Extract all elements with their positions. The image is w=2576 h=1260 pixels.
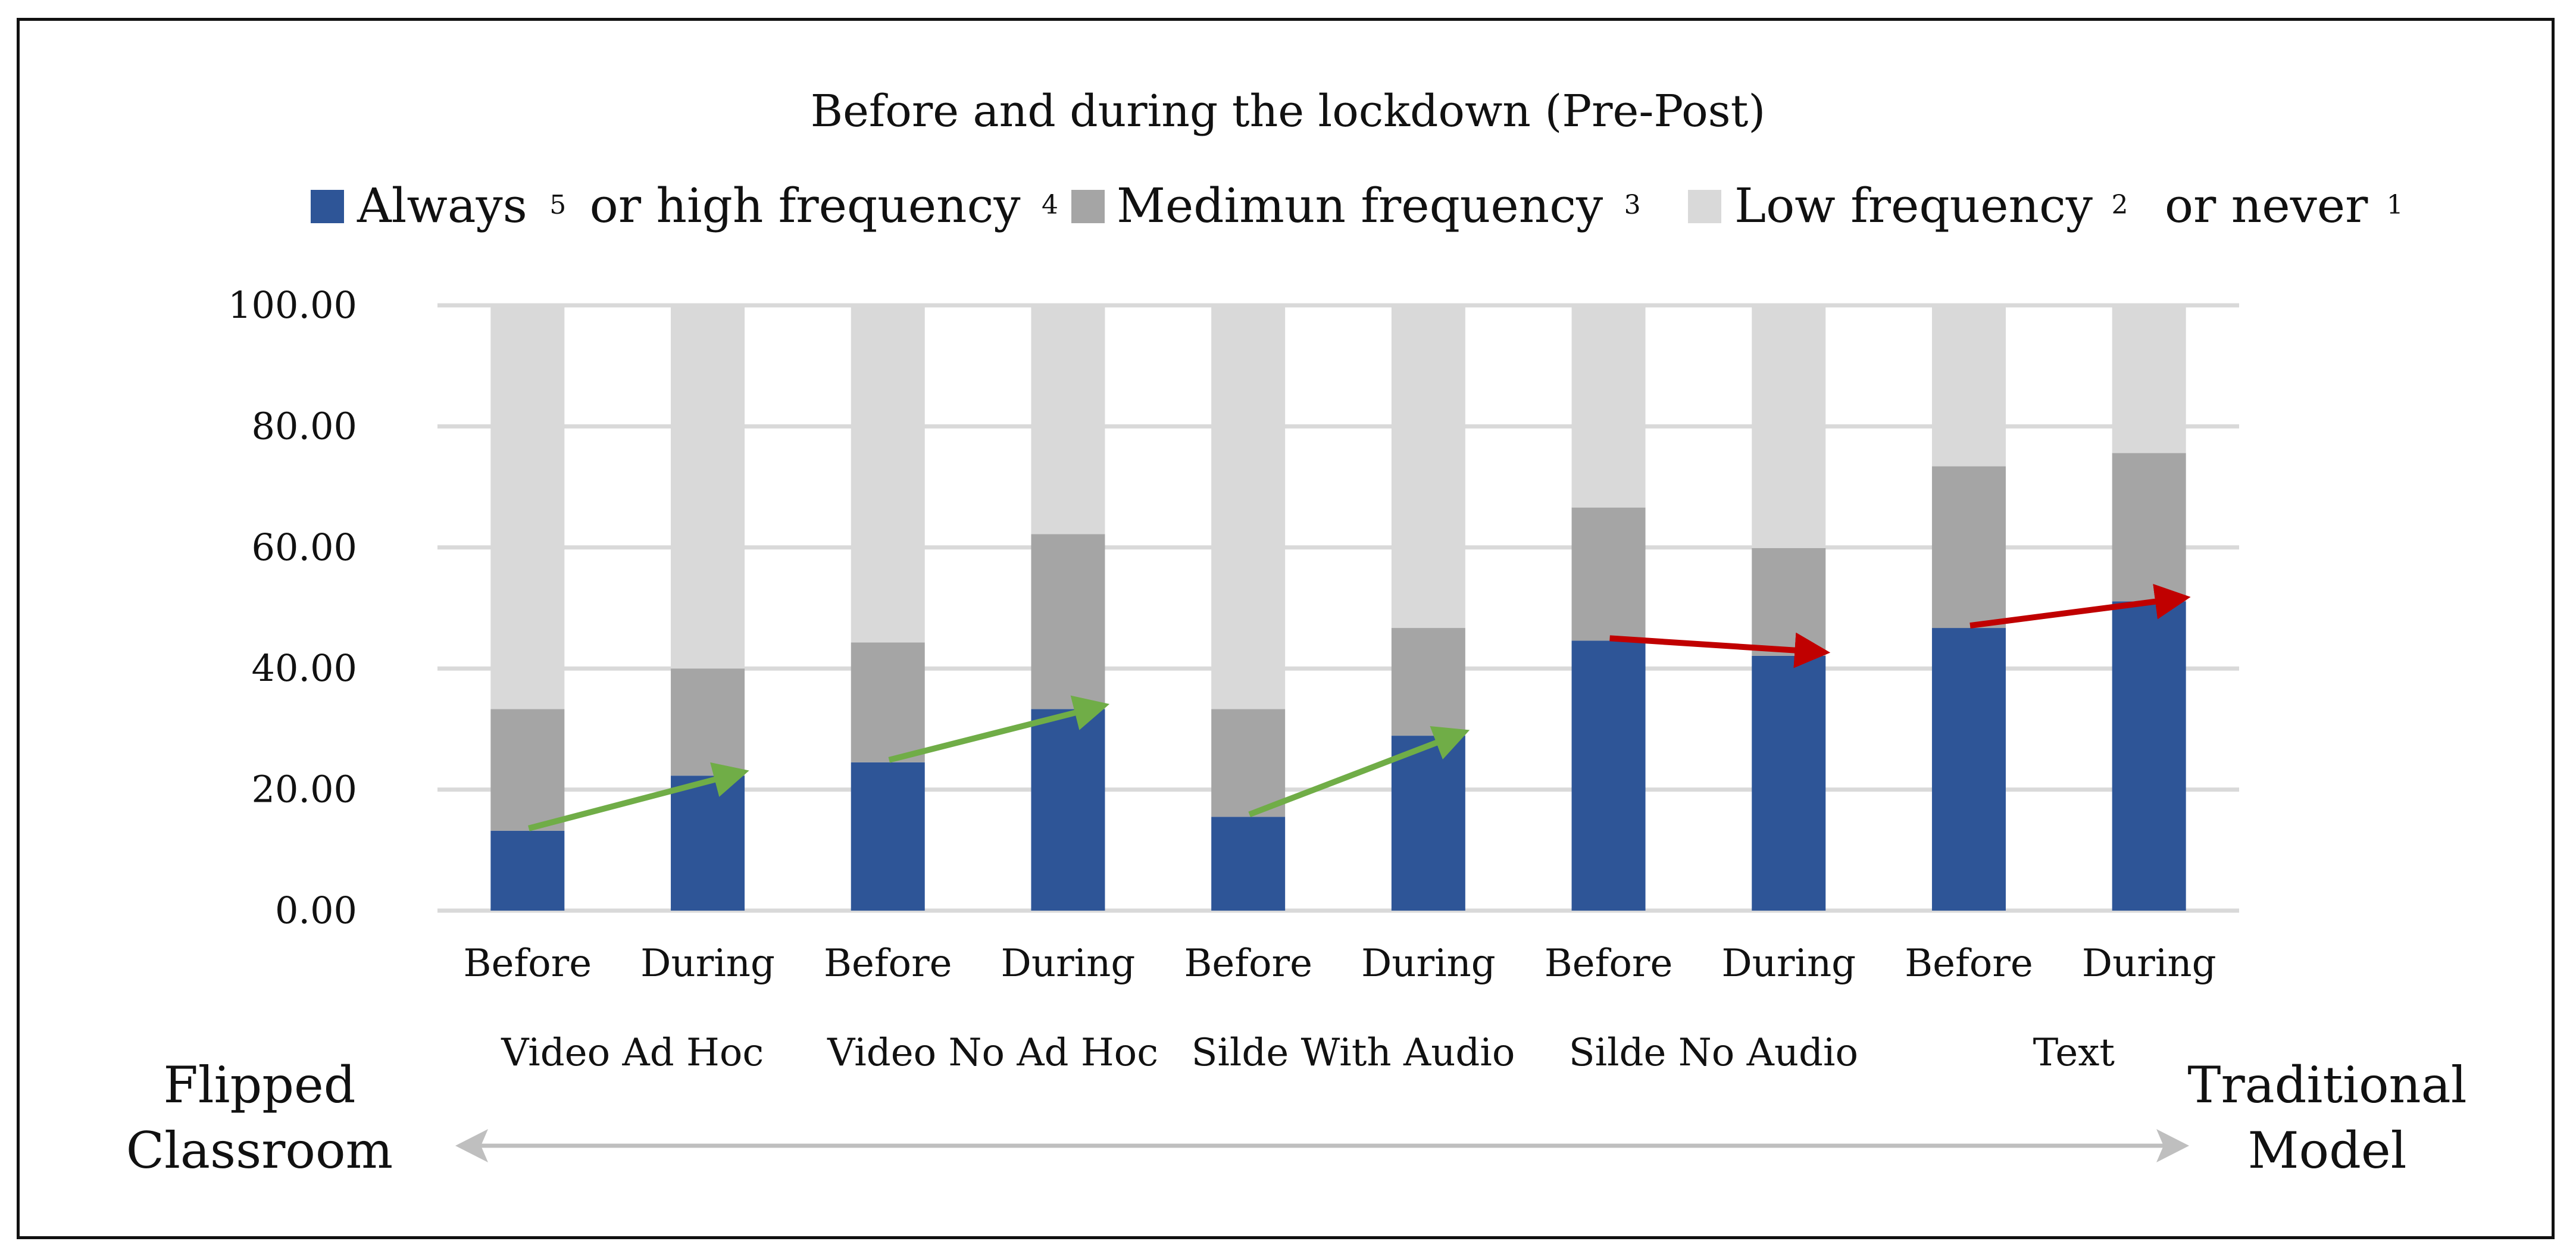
x-tick-label: Before bbox=[464, 942, 592, 986]
bar-10-high bbox=[2112, 601, 2186, 911]
trend-arrow-down bbox=[1609, 632, 1831, 668]
bar-9-high bbox=[1931, 628, 2006, 911]
bar-1-low bbox=[490, 305, 565, 709]
trend-arrows bbox=[528, 583, 2191, 831]
y-axis-ticks: 0.00 20.00 40.00 60.00 80.00 100.00 bbox=[228, 283, 357, 932]
trend-arrow-up bbox=[1248, 726, 1470, 818]
bar-2-high bbox=[671, 776, 745, 911]
bar-6-low bbox=[1391, 305, 1465, 629]
chart-title: Before and during the lockdown (Pre-Post… bbox=[811, 86, 1766, 137]
legend-label-medium: Medimun frequency 3 bbox=[1117, 178, 1641, 233]
legend-swatch-high bbox=[311, 190, 344, 223]
y-tick-label: 60.00 bbox=[252, 526, 358, 569]
bar-2-low bbox=[671, 305, 745, 669]
bars bbox=[490, 305, 2186, 911]
x-tick-label: During bbox=[2082, 942, 2217, 986]
bar-7-low bbox=[1571, 305, 1646, 508]
x-tick-label: During bbox=[1001, 942, 1136, 986]
y-tick-label: 40.00 bbox=[252, 646, 358, 690]
x-tick-label: Before bbox=[1184, 942, 1312, 986]
group-labels: Video Ad Hoc Video No Ad Hoc Silde With Au… bbox=[501, 1031, 2115, 1075]
trend-arrow-up bbox=[1969, 583, 2191, 629]
bar-6-medium bbox=[1391, 628, 1465, 736]
bar-5-high bbox=[1211, 817, 1286, 911]
bar-8-medium bbox=[1752, 548, 1826, 656]
bar-1-medium bbox=[490, 709, 565, 831]
bar-3-medium bbox=[851, 642, 925, 762]
trend-arrow-up bbox=[888, 695, 1110, 763]
x-tick-label: During bbox=[1361, 942, 1496, 986]
y-tick-label: 80.00 bbox=[252, 404, 358, 448]
y-tick-label: 0.00 bbox=[275, 889, 357, 932]
trend-arrow-up bbox=[528, 762, 749, 831]
group-label: Video No Ad Hoc bbox=[827, 1031, 1158, 1075]
bar-7-high bbox=[1571, 640, 1646, 911]
bar-3-low bbox=[851, 305, 925, 643]
legend: Always 5 or high frequency 4 Medimun fre… bbox=[311, 170, 2403, 233]
bar-5-low bbox=[1211, 305, 1286, 709]
y-tick-label: 20.00 bbox=[252, 768, 358, 811]
x-tick-label: During bbox=[1721, 942, 1856, 986]
group-label: Text bbox=[2033, 1031, 2115, 1075]
arrow-right-head-icon bbox=[2156, 1129, 2189, 1162]
x-tick-label: Before bbox=[1545, 942, 1673, 986]
x-tick-label: Before bbox=[824, 942, 952, 986]
bar-4-medium bbox=[1031, 534, 1105, 709]
bar-2-medium bbox=[671, 668, 745, 776]
group-label: Silde With Audio bbox=[1192, 1031, 1515, 1075]
bar-1-high bbox=[490, 830, 565, 911]
bar-7-medium bbox=[1571, 507, 1646, 641]
legend-swatch-medium bbox=[1071, 190, 1105, 223]
left-end-label-line2: Classroom bbox=[126, 1121, 393, 1180]
y-tick-label: 100.00 bbox=[228, 283, 357, 327]
bar-9-medium bbox=[1931, 466, 2006, 629]
bar-10-medium bbox=[2112, 453, 2186, 602]
flipped-to-traditional-arrow bbox=[455, 1129, 2189, 1162]
right-end-label-line2: Model bbox=[2248, 1121, 2407, 1180]
bar-8-high bbox=[1752, 655, 1826, 911]
x-axis-labels: Before During Before During Before During Befo… bbox=[464, 942, 2217, 986]
bar-9-low bbox=[1931, 305, 2006, 467]
legend-label-low: Low frequency 2 or never 1 bbox=[1734, 170, 2403, 233]
arrow-left-head-icon bbox=[455, 1129, 488, 1162]
bar-10-low bbox=[2112, 305, 2186, 454]
x-tick-label: Before bbox=[1905, 942, 2033, 986]
right-end-label-line1: Traditional bbox=[2187, 1056, 2466, 1114]
legend-swatch-low bbox=[1688, 190, 1721, 223]
group-label: Video Ad Hoc bbox=[501, 1031, 764, 1075]
left-end-label-line1: Flipped bbox=[163, 1056, 355, 1114]
bar-5-medium bbox=[1211, 709, 1286, 817]
group-label: Silde No Audio bbox=[1569, 1031, 1858, 1075]
bar-3-high bbox=[851, 762, 925, 911]
bar-6-high bbox=[1391, 736, 1465, 911]
figure-frame bbox=[17, 18, 2555, 1239]
x-tick-label: During bbox=[640, 942, 775, 986]
bar-4-low bbox=[1031, 305, 1105, 534]
bar-8-low bbox=[1752, 305, 1826, 548]
bar-4-high bbox=[1031, 709, 1105, 911]
legend-label-high: Always 5 or high frequency 4 bbox=[357, 170, 1058, 233]
